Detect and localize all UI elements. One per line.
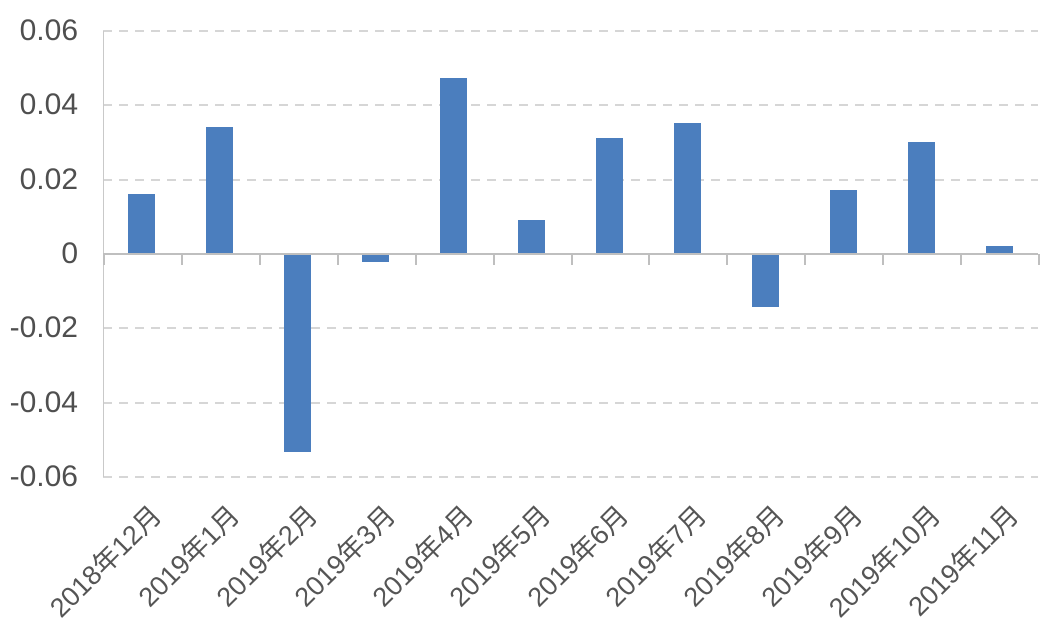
axis-tick: [415, 254, 417, 265]
axis-tick: [493, 254, 495, 265]
x-axis-line: [103, 253, 1038, 255]
axis-tick: [181, 254, 183, 265]
gridline: [103, 401, 1038, 404]
axis-tick: [259, 254, 261, 265]
bar: [284, 255, 311, 452]
bar: [362, 255, 389, 263]
bar: [986, 245, 1013, 253]
bar: [518, 219, 545, 253]
gridline: [103, 476, 1038, 478]
gridline: [103, 104, 1038, 107]
axis-tick: [103, 254, 105, 265]
bar: [674, 122, 701, 253]
y-axis-tick-label: -0.02: [9, 311, 78, 345]
y-axis-tick-label: -0.04: [9, 385, 78, 419]
bar: [206, 126, 233, 253]
y-axis-tick-label: 0: [61, 237, 78, 270]
bar: [440, 78, 467, 253]
axis-tick: [726, 254, 728, 265]
axis-tick: [804, 254, 806, 265]
gridline: [103, 327, 1038, 330]
bar: [128, 193, 155, 253]
gridline: [103, 178, 1038, 181]
bar: [908, 141, 935, 253]
y-axis-tick-label: -0.06: [9, 460, 78, 493]
bar: [830, 189, 857, 253]
axis-tick: [337, 254, 339, 265]
axis-tick: [960, 254, 962, 265]
gridline: [103, 30, 1038, 32]
y-axis-tick-label: 0.06: [19, 14, 78, 47]
axis-tick: [571, 254, 573, 265]
bar: [752, 255, 779, 308]
axis-tick: [882, 254, 884, 265]
axis-tick: [1038, 254, 1040, 265]
bar: [596, 137, 623, 253]
axis-tick: [648, 254, 650, 265]
y-axis-tick-label: 0.02: [19, 162, 78, 196]
y-axis-tick-label: 0.04: [19, 88, 78, 122]
